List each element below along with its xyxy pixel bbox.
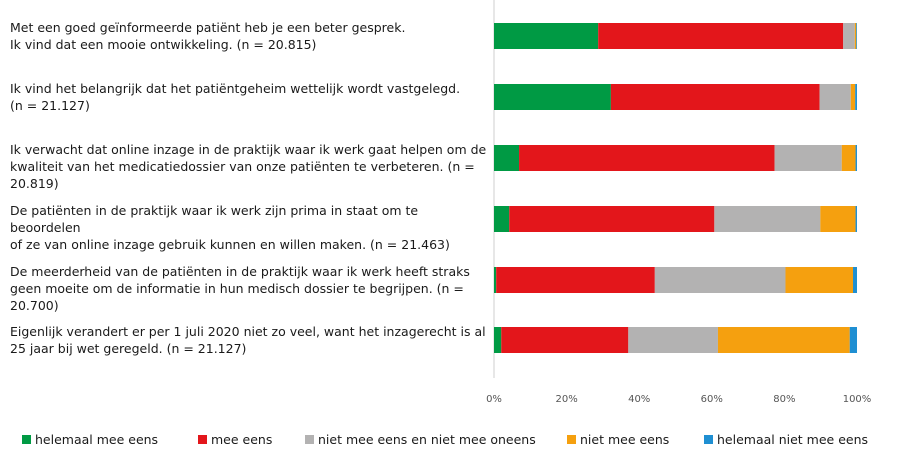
- bar-segment-1-series-3: [843, 23, 855, 49]
- x-tick-label: 20%: [555, 394, 577, 405]
- legend-label: helemaal mee eens: [35, 432, 159, 447]
- bar-segment-4-series-4: [820, 206, 856, 232]
- category-label: De meerderheid van de patiënten in de pr…: [10, 263, 490, 314]
- bar-segment-4-series-3: [714, 206, 821, 232]
- x-tick-label: 40%: [628, 394, 650, 405]
- bar-segment-2-series-2: [610, 84, 820, 110]
- category-label: Eigenlijk verandert er per 1 juli 2020 n…: [10, 323, 490, 357]
- category-label-line: geen moeite om de informatie in hun medi…: [10, 281, 464, 313]
- x-tick-label: 80%: [773, 394, 795, 405]
- legend-swatch: [198, 435, 207, 444]
- bar-segment-1-series-5: [856, 23, 857, 49]
- x-tick-label: 0%: [486, 394, 502, 405]
- legend-label: mee eens: [211, 432, 273, 447]
- category-label-line: Met een goed geïnformeerde patiënt heb j…: [10, 20, 406, 35]
- category-label-line: of ze van online inzage gebruik kunnen e…: [10, 237, 450, 252]
- category-label-line: (n = 21.127): [10, 98, 90, 113]
- x-tick-label: 60%: [701, 394, 723, 405]
- legend-swatch: [704, 435, 713, 444]
- bar-segment-6-series-1: [494, 327, 502, 353]
- bar-segment-3-series-5: [855, 145, 857, 171]
- bar-segment-3-series-4: [841, 145, 856, 171]
- legend-label: niet mee eens en niet mee oneens: [318, 432, 536, 447]
- bar-segment-4-series-2: [509, 206, 715, 232]
- bar-segment-5-series-4: [785, 267, 854, 293]
- legend-swatch: [305, 435, 314, 444]
- legend-label: niet mee eens: [580, 432, 670, 447]
- bar-segment-1-series-4: [854, 23, 857, 49]
- category-label-line: Ik vind dat een mooie ontwikkeling. (n =…: [10, 37, 317, 52]
- category-label-line: De patiënten in de praktijk waar ik werk…: [10, 203, 419, 235]
- category-label: Ik vind het belangrijk dat het patiëntge…: [10, 80, 490, 114]
- category-label-line: 25 jaar bij wet geregeld. (n = 21.127): [10, 341, 247, 356]
- bar-segment-5-series-1: [494, 267, 497, 293]
- bar-segment-3-series-2: [519, 145, 775, 171]
- x-tick-label: 100%: [843, 394, 872, 405]
- bar-segment-6-series-3: [628, 327, 718, 353]
- bar-segment-2-series-3: [819, 84, 851, 110]
- legend-swatch: [22, 435, 31, 444]
- legend-item: niet mee eens en niet mee oneens: [305, 432, 536, 447]
- bar-segment-6-series-2: [501, 327, 629, 353]
- legend-item: helemaal niet mee eens: [704, 432, 868, 447]
- category-label-line: De meerderheid van de patiënten in de pr…: [10, 264, 470, 279]
- bar-segment-6-series-4: [717, 327, 850, 353]
- bar-segment-4-series-1: [494, 206, 510, 232]
- bar-segment-4-series-5: [855, 206, 857, 232]
- bar-segment-5-series-2: [496, 267, 655, 293]
- legend-item: niet mee eens: [567, 432, 669, 447]
- category-label-line: Ik verwacht dat online inzage in de prak…: [10, 142, 487, 157]
- legend-swatch: [567, 435, 576, 444]
- legend-item: mee eens: [198, 432, 272, 447]
- bar-segment-3-series-1: [494, 145, 520, 171]
- bar-segment-5-series-5: [853, 267, 857, 293]
- bar-segment-1-series-2: [598, 23, 844, 49]
- category-label: De patiënten in de praktijk waar ik werk…: [10, 202, 490, 253]
- category-label: Met een goed geïnformeerde patiënt heb j…: [10, 19, 490, 53]
- legend-item: helemaal mee eens: [22, 432, 158, 447]
- bar-segment-6-series-5: [849, 327, 857, 353]
- bar-segment-2-series-5: [855, 84, 857, 110]
- bar-segment-2-series-4: [850, 84, 856, 110]
- legend-label: helemaal niet mee eens: [717, 432, 869, 447]
- bar-segment-1-series-1: [494, 23, 599, 49]
- category-label: Ik verwacht dat online inzage in de prak…: [10, 141, 490, 192]
- bar-segment-2-series-1: [494, 84, 611, 110]
- legend: helemaal mee eens mee eens niet mee eens e…: [0, 432, 900, 450]
- bar-segment-3-series-3: [774, 145, 842, 171]
- bar-segment-5-series-3: [654, 267, 786, 293]
- category-label-line: Eigenlijk verandert er per 1 juli 2020 n…: [10, 324, 486, 339]
- category-label-line: Ik vind het belangrijk dat het patiëntge…: [10, 81, 461, 96]
- category-label-line: kwaliteit van het medicatiedossier van o…: [10, 159, 475, 191]
